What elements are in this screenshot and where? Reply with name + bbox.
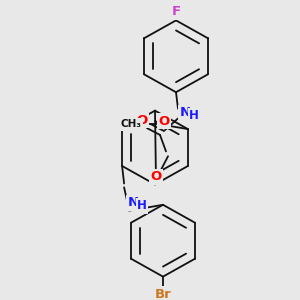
Text: F: F	[171, 5, 181, 18]
Text: N: N	[128, 196, 139, 209]
Text: Br: Br	[154, 288, 171, 300]
Text: O: O	[136, 114, 148, 127]
Text: CH₃: CH₃	[121, 119, 142, 129]
Text: O: O	[150, 170, 162, 183]
Text: N: N	[179, 106, 191, 119]
Text: O: O	[158, 115, 169, 128]
Text: H: H	[137, 199, 147, 212]
Text: H: H	[189, 109, 199, 122]
